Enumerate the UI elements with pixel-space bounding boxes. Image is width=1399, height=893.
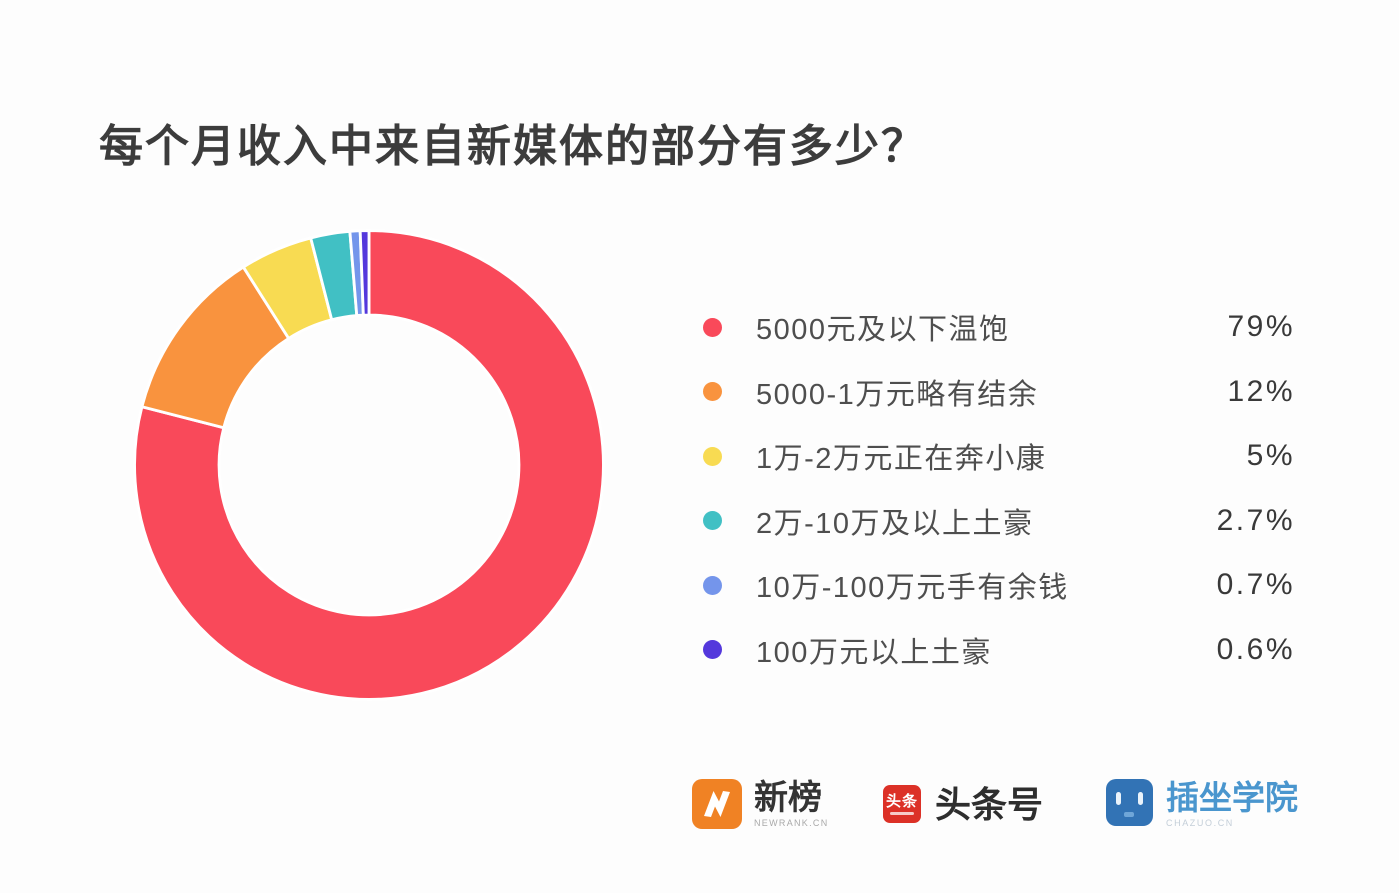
newrank-n-icon bbox=[692, 779, 742, 829]
legend-color-dot bbox=[703, 575, 722, 595]
legend-item[interactable]: 2万-10万及以上土豪 2.7% bbox=[703, 489, 1295, 554]
toutiao-name: 头条号 bbox=[935, 784, 1044, 825]
legend-label: 5000元及以下温饱 bbox=[756, 314, 1010, 347]
legend-item[interactable]: 5000-1万元略有结余 12% bbox=[703, 360, 1295, 425]
donut-chart bbox=[131, 227, 607, 703]
legend-item[interactable]: 5000元及以下温饱 79% bbox=[703, 295, 1295, 360]
chazuo-logo: 插坐学院 CHAZUO.CN bbox=[1106, 779, 1298, 828]
legend-label: 10万-100万元手有余钱 bbox=[756, 572, 1069, 605]
toutiao-badge-bar bbox=[890, 811, 914, 815]
newrank-logo: 新榜 NEWRANK.CN bbox=[692, 779, 829, 829]
legend-item[interactable]: 100万元以上土豪 0.6% bbox=[703, 618, 1295, 683]
legend-value: 2.7% bbox=[1216, 503, 1295, 537]
donut-slice[interactable] bbox=[358, 229, 371, 317]
legend-value: 5% bbox=[1246, 439, 1295, 473]
legend-label: 1万-2万元正在奔小康 bbox=[756, 443, 1047, 476]
toutiao-badge-icon: 头条 bbox=[883, 785, 921, 823]
legend-label: 2万-10万及以上土豪 bbox=[756, 507, 1034, 540]
legend-color-dot bbox=[703, 511, 722, 531]
page-title: 每个月收入中来自新媒体的部分有多少？ bbox=[99, 122, 927, 172]
robot-eye-icon bbox=[1138, 792, 1143, 805]
toutiao-logo: 头条 头条号 bbox=[883, 785, 1043, 825]
legend-item[interactable]: 10万-100万元手有余钱 0.7% bbox=[703, 553, 1295, 618]
chazuo-name: 插坐学院 bbox=[1166, 779, 1298, 816]
legend-value: 0.6% bbox=[1216, 632, 1295, 666]
legend-color-dot bbox=[703, 640, 722, 660]
chazuo-robot-icon bbox=[1106, 779, 1153, 826]
donut-svg bbox=[133, 229, 605, 701]
legend-label: 5000-1万元略有结余 bbox=[756, 378, 1039, 411]
legend-label: 100万元以上土豪 bbox=[756, 636, 992, 669]
legend-color-dot bbox=[703, 317, 722, 337]
legend-color-dot bbox=[703, 446, 722, 466]
chazuo-subtext: CHAZUO.CN bbox=[1166, 817, 1234, 828]
robot-eye-icon bbox=[1116, 792, 1121, 805]
newrank-subtext: NEWRANK.CN bbox=[754, 818, 829, 829]
legend: 5000元及以下温饱 79% 5000-1万元略有结余 12% 1万-2万元正在… bbox=[703, 295, 1295, 682]
newrank-name: 新榜 bbox=[754, 779, 822, 817]
toutiao-badge-text: 头条 bbox=[885, 792, 918, 810]
legend-value: 12% bbox=[1227, 374, 1295, 408]
legend-value: 0.7% bbox=[1216, 568, 1295, 602]
donut-slice[interactable] bbox=[133, 229, 605, 701]
legend-item[interactable]: 1万-2万元正在奔小康 5% bbox=[703, 424, 1295, 489]
legend-value: 79% bbox=[1227, 310, 1295, 344]
legend-color-dot bbox=[703, 382, 722, 402]
robot-mouth-icon bbox=[1124, 812, 1134, 817]
